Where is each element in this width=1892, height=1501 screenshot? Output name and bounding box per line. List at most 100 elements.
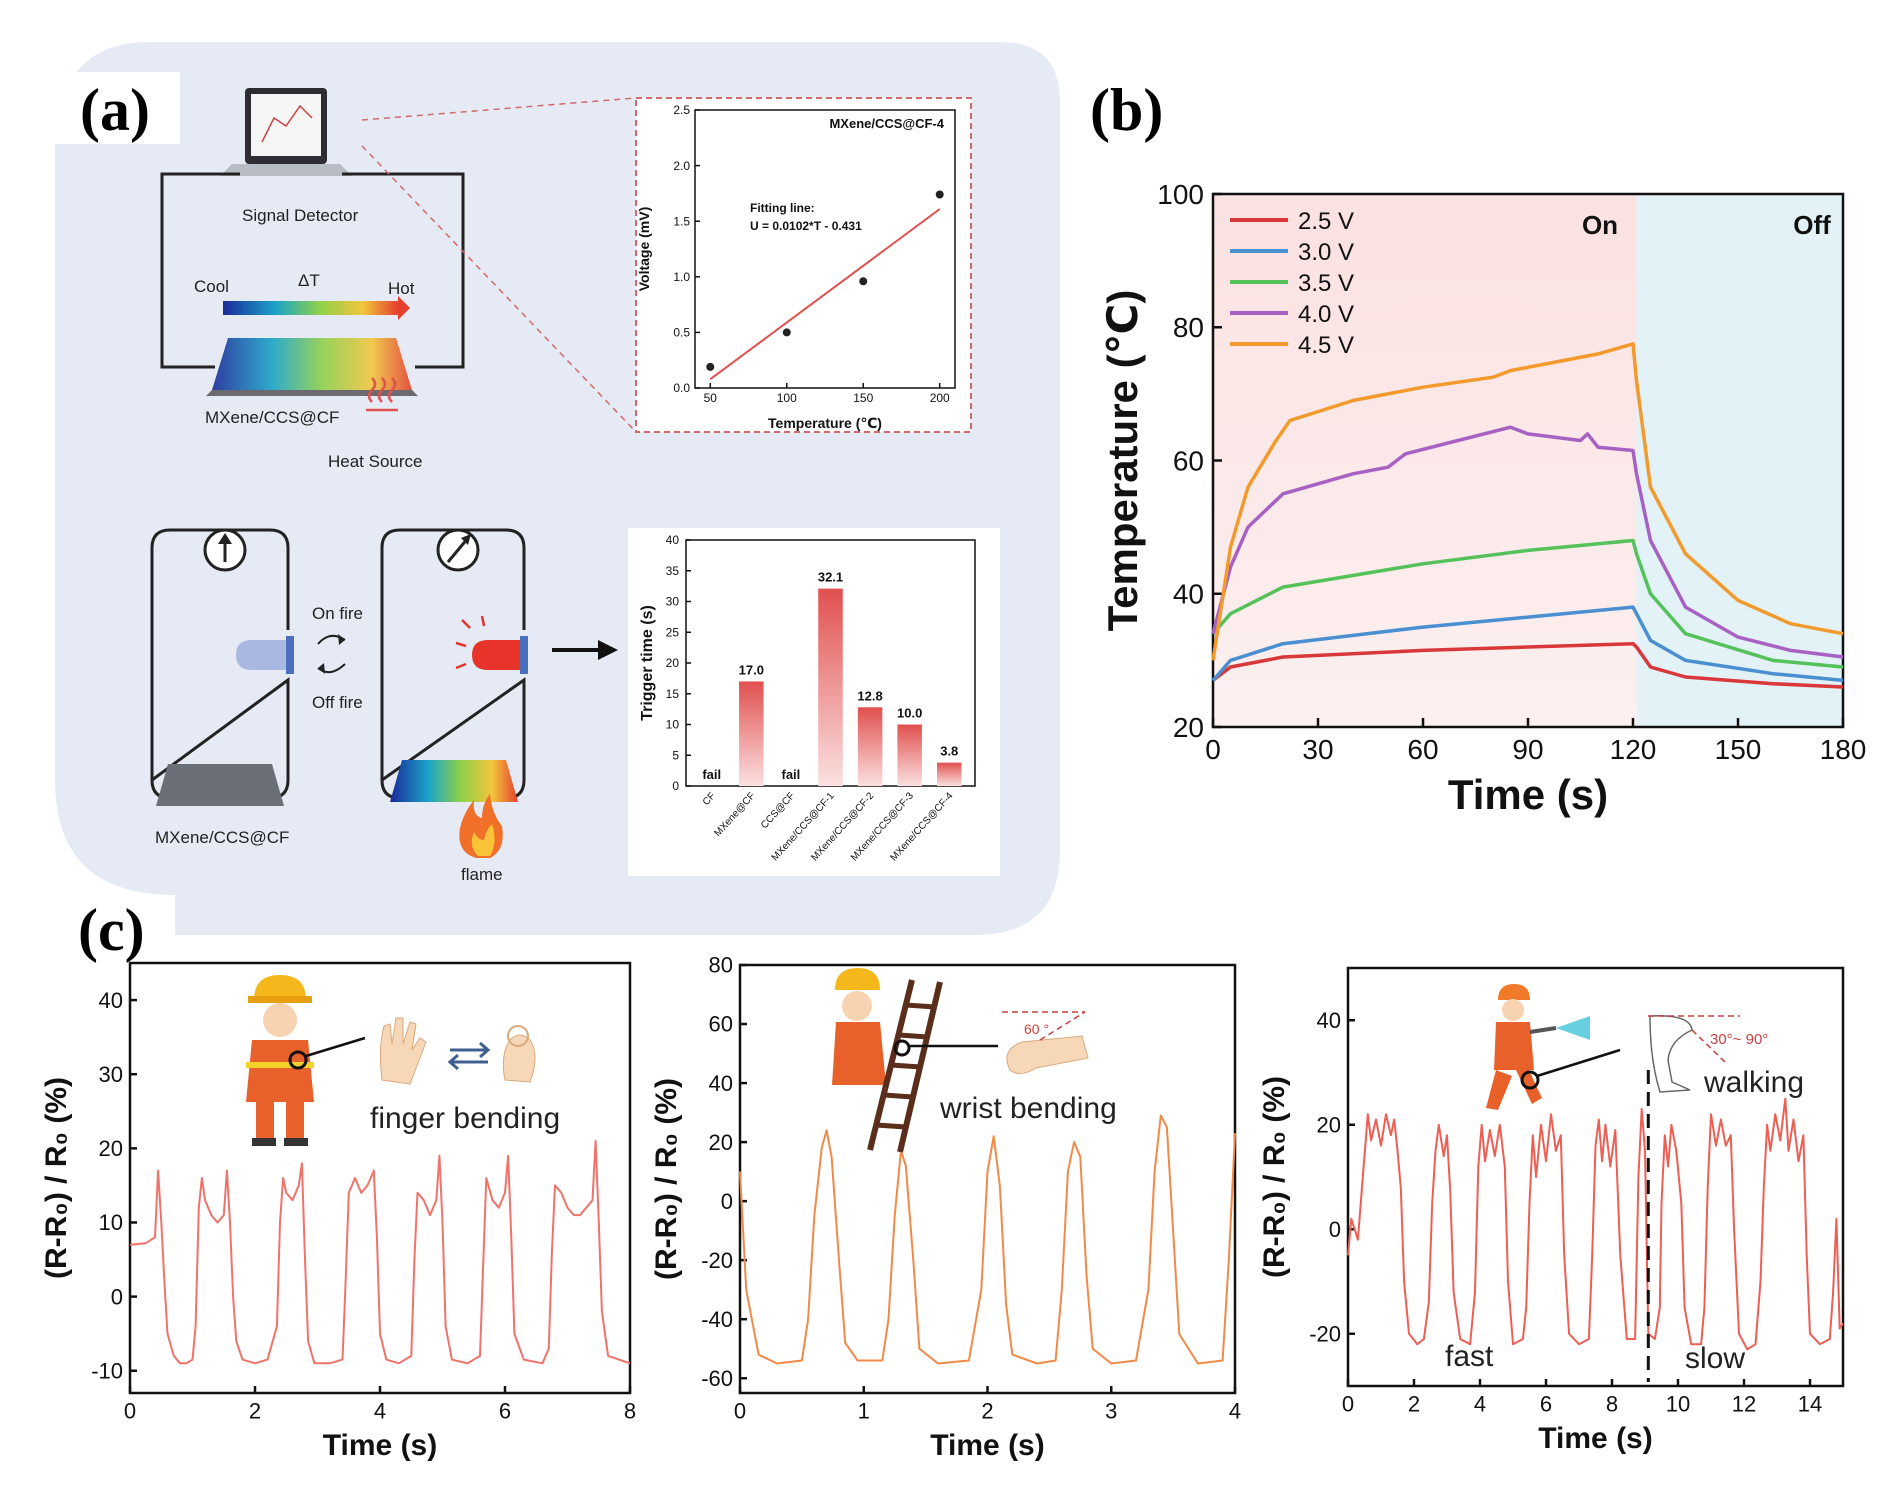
panel-a-label-bg	[55, 72, 180, 144]
wrist-bending-x-axis-label: Time (s)	[930, 1429, 1044, 1462]
walking-ytick-label: 20	[1317, 1112, 1341, 1137]
voltage-temperature-xtick-label: 100	[777, 391, 797, 405]
finger-bending-ytick-label: 10	[99, 1210, 123, 1235]
legend-label: 2.5 V	[1298, 208, 1354, 235]
panel-a-label: (a)	[80, 77, 150, 143]
walking-xtick-label: 12	[1732, 1391, 1756, 1416]
joule-heating-xtick-label: 30	[1302, 734, 1333, 765]
data-point	[859, 277, 868, 286]
temperature-gradient-bar	[223, 301, 398, 315]
zoom-connector-bottom	[361, 145, 637, 433]
heat-source-icon	[366, 377, 398, 412]
slow-label: slow	[1685, 1342, 1745, 1375]
walking-x-axis-label: Time (s)	[1538, 1422, 1652, 1455]
voltage-temperature-ytick-label: 1.5	[673, 214, 690, 228]
walking-xtick-label: 6	[1540, 1391, 1552, 1416]
bar	[818, 588, 843, 786]
joule-heating-xtick-label: 120	[1610, 734, 1657, 765]
wrist-angle-label: 60 °	[1024, 1021, 1049, 1037]
voltage-temperature-ytick-label: 2.0	[673, 159, 690, 173]
joule-heating-ytick-label: 100	[1157, 179, 1204, 210]
joule-heating-xtick-label: 0	[1205, 734, 1221, 765]
wrist-bending-chart: -60 -40 -20 0 20 40 60 80 0 1 2 3 4 Time (s) (R-R₀) / …	[650, 953, 1241, 1462]
voltage-temperature-ytick-label: 0.0	[673, 381, 690, 395]
wrist-bending-ytick-label: -40	[701, 1307, 733, 1332]
switch-arrowhead-icon	[338, 634, 345, 645]
bar	[739, 681, 764, 786]
trigger-ytick-label: 0	[672, 779, 679, 793]
circuit-top-right	[342, 172, 465, 369]
hot-label: Hot	[388, 279, 415, 298]
laptop-icon	[220, 88, 352, 176]
series-line	[1211, 605, 1844, 683]
on-region-label: On	[1582, 210, 1618, 240]
wrist-bending-y-axis-label: (R-R₀) / R₀ (%)	[650, 1078, 683, 1280]
walking-annotation: walking	[1703, 1066, 1804, 1099]
off-fire-label: Off fire	[312, 693, 363, 712]
finger-bending-ytick-label: 40	[99, 988, 123, 1013]
bar	[936, 762, 962, 786]
walking-ytick-label: 40	[1317, 1008, 1341, 1033]
trigger-ytick-label: 10	[666, 718, 680, 732]
wrist-bending-xtick-label: 1	[858, 1398, 870, 1423]
trigger-ytick-label: 15	[666, 687, 680, 701]
bar	[857, 707, 883, 786]
hand-gesture-icon	[379, 1017, 536, 1085]
signal-trace	[739, 1114, 1236, 1365]
finger-bending-ytick-label: 20	[99, 1136, 123, 1161]
trigger-chart-frame	[628, 528, 1000, 876]
walking-axis-frame	[1346, 966, 1845, 1388]
wrist-bending-ytick-label: -60	[701, 1366, 733, 1391]
trigger-ytick-label: 35	[666, 564, 680, 578]
data-point	[706, 362, 715, 371]
wrist-bending-ytick-label: 60	[709, 1012, 733, 1037]
signal-trace	[1347, 1097, 1844, 1351]
circuit-on-state	[380, 528, 528, 802]
walking-ytick-label: 0	[1329, 1217, 1341, 1242]
walking-xtick-label: 14	[1798, 1391, 1822, 1416]
voltage-temperature-axis-frame	[694, 109, 956, 389]
joule-heating-y-axis-label: Temperature (℃)	[1099, 290, 1146, 632]
result-arrowhead-icon	[598, 640, 618, 660]
wrist-bending-xtick-label: 2	[981, 1398, 993, 1423]
joule-heating-ytick-label: 20	[1173, 712, 1204, 743]
data-point	[935, 190, 944, 199]
flame-icon	[459, 794, 503, 858]
bar-value-label: fail	[702, 767, 721, 782]
finger-bending-xtick-label: 6	[499, 1398, 511, 1423]
series-line	[1211, 342, 1844, 661]
bar-value-label: 3.8	[940, 744, 958, 759]
trigger-ytick-label: 5	[672, 748, 679, 762]
series-line	[1211, 641, 1844, 689]
joule-heating-xtick-label: 150	[1715, 734, 1762, 765]
wrist-bending-xtick-label: 3	[1105, 1398, 1117, 1423]
walking-ytick-label: -20	[1309, 1321, 1341, 1346]
zoom-connector-top	[361, 97, 637, 121]
finger-bending-x-axis-label: Time (s)	[323, 1429, 437, 1462]
heat-source-label: Heat Source	[328, 452, 423, 471]
switch-arrows-icon	[447, 1041, 491, 1071]
fit-label-2: U = 0.0102*T - 0.431	[750, 219, 862, 233]
wrist-bending-ytick-label: -20	[701, 1248, 733, 1273]
data-point	[782, 328, 791, 337]
finger-bending-ytick-label: 0	[111, 1284, 123, 1309]
voltage-temperature-chart: 0.0 0.5 1.0 1.5 2.0 2.5 50 100 150 200 Temperature…	[636, 103, 956, 431]
trigger-ytick-label: 25	[666, 625, 680, 639]
material-label: MXene/CCS@CF	[205, 408, 339, 427]
joule-heating-xtick-label: 90	[1512, 734, 1543, 765]
trigger-y-axis-label: Trigger time (s)	[639, 605, 656, 721]
legend-label: 4.0 V	[1298, 301, 1354, 328]
walking-chart: -20 0 20 40 0 2 4 6 8 10 12 14 Time (s) (R-R₀) / R₀ (…	[1258, 966, 1845, 1455]
wrist-bending-ytick-label: 0	[721, 1189, 733, 1214]
voltage-temperature-ytick-label: 2.5	[673, 103, 690, 117]
signal-detector-label: Signal Detector	[242, 206, 359, 225]
material-label-bottom: MXene/CCS@CF	[155, 828, 289, 847]
fit-line	[709, 208, 941, 381]
finger-bending-ytick-label: 30	[99, 1062, 123, 1087]
legend-label: 4.5 V	[1298, 332, 1354, 359]
finger-bending-y-axis-label: (R-R₀) / R₀ (%)	[40, 1077, 73, 1279]
wrist-bending-ytick-label: 80	[709, 953, 733, 978]
joule-heating-xtick-label: 180	[1820, 734, 1867, 765]
panel-c-label: (c)	[78, 897, 145, 963]
bar-value-label: 10.0	[897, 706, 922, 721]
